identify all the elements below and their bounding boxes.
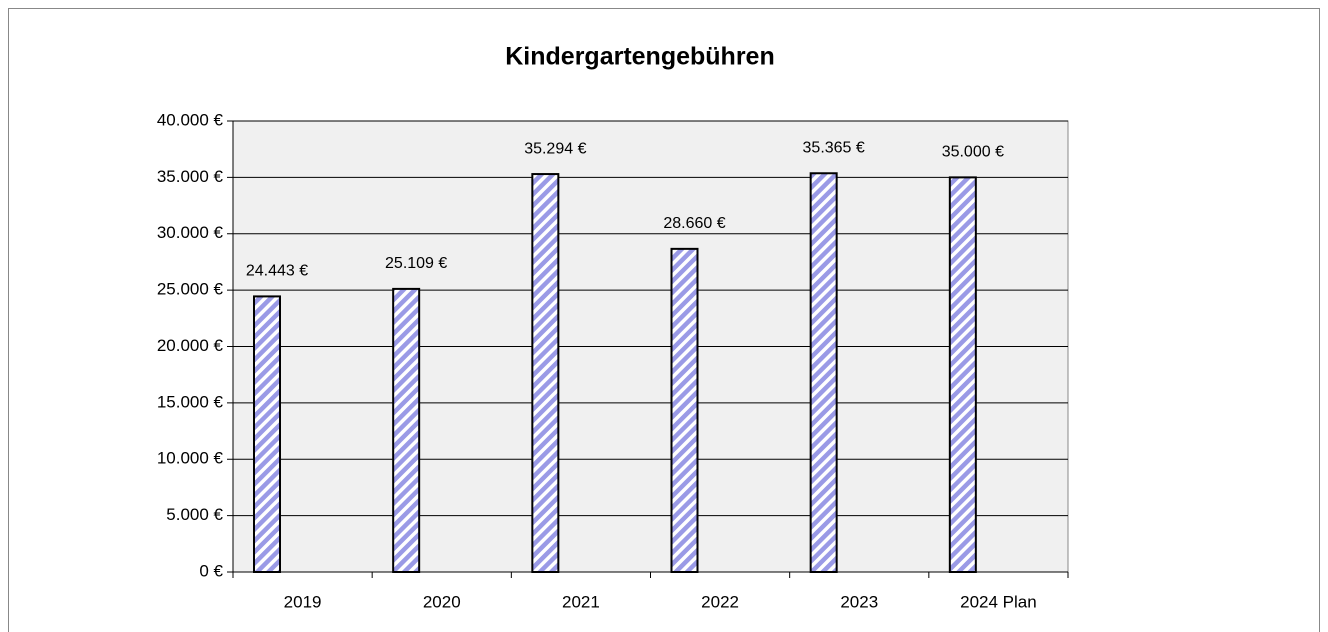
y-tick-label: 15.000 € xyxy=(157,392,224,411)
y-tick-label: 40.000 € xyxy=(157,110,224,129)
y-tick-label: 30.000 € xyxy=(157,223,224,242)
chart-title: Kindergartengebühren xyxy=(505,43,774,71)
x-tick-label: 2024 Plan xyxy=(960,592,1037,611)
y-tick-label: 0 € xyxy=(199,561,223,580)
value-label: 24.443 € xyxy=(246,263,308,280)
x-tick-label: 2019 xyxy=(284,592,322,611)
x-tick-label: 2022 xyxy=(701,592,739,611)
bar xyxy=(948,176,977,573)
value-label: 35.000 € xyxy=(942,144,1004,161)
value-label: 25.109 € xyxy=(385,255,447,272)
bar xyxy=(253,295,281,573)
y-tick-label: 5.000 € xyxy=(166,505,223,524)
value-label: 35.365 € xyxy=(803,139,865,156)
value-label: 28.660 € xyxy=(663,215,725,232)
y-tick-label: 10.000 € xyxy=(157,449,224,468)
value-label: 35.294 € xyxy=(524,140,586,157)
x-tick-label: 2021 xyxy=(562,592,600,611)
y-tick-label: 35.000 € xyxy=(157,167,224,186)
bar xyxy=(392,287,421,573)
bar xyxy=(531,173,560,573)
y-tick-label: 20.000 € xyxy=(157,336,224,355)
y-tick-label: 25.000 € xyxy=(157,280,224,299)
x-tick-label: 2023 xyxy=(840,592,878,611)
bar xyxy=(670,247,699,574)
x-tick-label: 2020 xyxy=(423,592,461,611)
bar xyxy=(809,172,838,574)
